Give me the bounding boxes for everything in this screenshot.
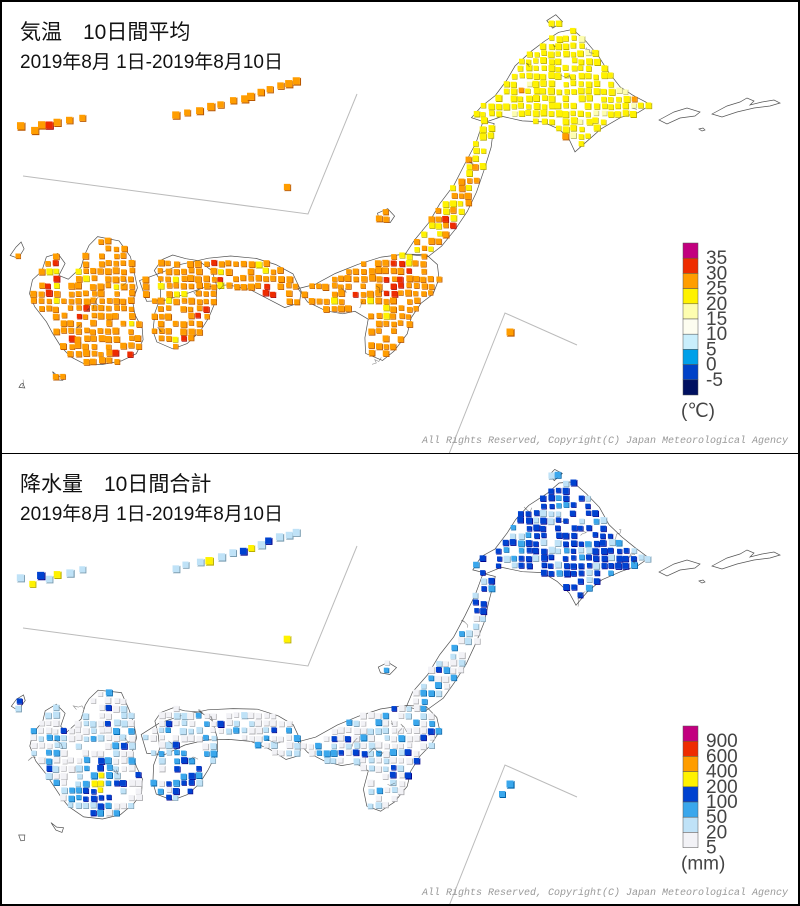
svg-text:-5: -5 [706, 370, 723, 391]
svg-text:(℃): (℃) [681, 401, 715, 422]
svg-text:(mm): (mm) [681, 854, 725, 875]
